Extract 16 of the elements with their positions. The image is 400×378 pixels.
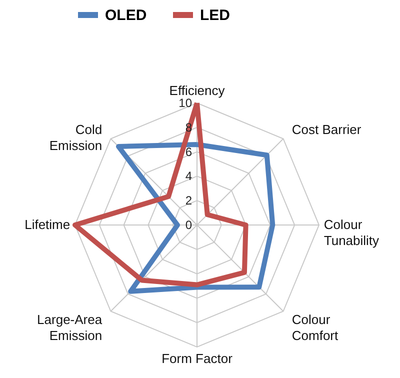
spoke-label: Colour Comfort [292,312,339,343]
legend-label: LED [200,7,230,24]
spoke-label: Lifetime [24,217,70,232]
y-tick-label: 10 [178,96,192,110]
spoke-label: Cost Barrier [292,122,362,138]
spoke-label: Colour Tunability [324,217,380,248]
y-tick-label: 4 [185,169,192,184]
y-tick-label: 0 [185,218,192,232]
y-tick-label: 6 [185,144,192,159]
legend-label: OLED [105,7,147,24]
spoke-label: Large-Area Emission [37,312,103,343]
y-tick-label: 8 [185,120,192,134]
spoke-label: Efficiency [169,82,226,98]
y-tick-label: 2 [185,194,192,208]
spoke-label: Cold Emission [49,122,102,154]
spoke-label: Form Factor [162,351,234,366]
